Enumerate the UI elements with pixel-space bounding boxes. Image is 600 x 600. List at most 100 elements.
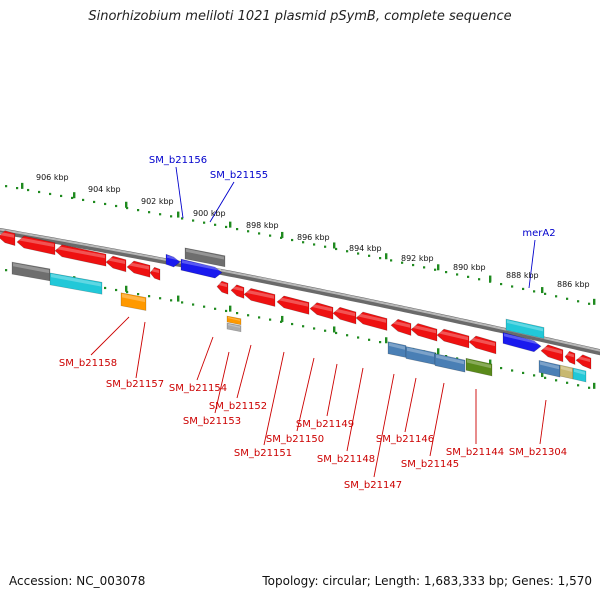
label-sm-b21153: SM_b21153 — [183, 416, 241, 427]
gene-red-shine — [392, 320, 410, 328]
gene-sm-b21157-orange — [120, 292, 147, 311]
gene-steel — [538, 360, 561, 378]
ruler-dot — [335, 247, 338, 251]
leader-sm-b21146 — [404, 377, 417, 433]
label-sm-b21304: SM_b21304 — [509, 447, 567, 458]
summary-text: Topology: circular; Length: 1,683,333 bp… — [262, 574, 592, 588]
gene-red — [126, 260, 151, 278]
ruler-label: 888 kbp — [506, 271, 539, 280]
ruler-dot — [467, 275, 470, 278]
gene-red-shine — [357, 313, 386, 323]
ruler-dot — [16, 186, 19, 190]
gene-sm-b21156-gray-shine — [186, 248, 224, 260]
ruler-dot — [357, 252, 360, 255]
ruler-dot — [214, 307, 217, 310]
gene-mera2-cyan-shine — [507, 320, 543, 332]
gene-red — [276, 295, 310, 315]
leader-sm-b21145 — [429, 382, 445, 457]
gene-cyan-shine — [51, 273, 101, 287]
gene-features — [0, 230, 592, 383]
ruler-label: 904 kbp — [88, 185, 121, 194]
gene-red-shine — [56, 245, 105, 259]
gene-small-blue-shine — [167, 255, 179, 261]
gene-small-gray-shine — [228, 324, 240, 328]
label-sm-b21151: SM_b21151 — [234, 448, 292, 459]
gene-steel-shine — [407, 347, 434, 357]
label-leaders — [90, 166, 547, 478]
ruler-dot — [269, 318, 272, 321]
ruler-dot — [225, 309, 228, 313]
ruler-tick — [541, 371, 544, 378]
ruler-dot — [159, 213, 162, 216]
gene-mera2-cyan — [505, 318, 545, 339]
gene-steel-shine — [436, 354, 464, 365]
ruler-dot — [555, 379, 558, 382]
ruler-dot — [500, 282, 503, 286]
ruler-dot — [49, 192, 52, 196]
ruler-dot — [368, 338, 371, 341]
leader-sm-b21149 — [326, 363, 338, 417]
gene-steel-shine — [540, 361, 559, 370]
label-sm-b21156: SM_b21156 — [149, 155, 207, 166]
ruler-dot — [258, 316, 261, 319]
gene-red — [16, 235, 56, 256]
gene-red — [0, 230, 16, 246]
ruler-dot — [379, 256, 382, 260]
ruler-dot — [170, 299, 173, 302]
ruler-tick — [437, 348, 440, 355]
ruler-tick — [437, 264, 440, 271]
ruler-dot — [71, 196, 74, 200]
ruler-dot — [104, 202, 107, 206]
ruler-tick — [489, 359, 492, 366]
gene-red-shine — [542, 345, 562, 354]
gene-sm-b21157-orange-shine — [122, 293, 145, 303]
ruler-tick — [177, 211, 180, 218]
ruler-dot — [203, 305, 206, 308]
ruler-dot — [104, 286, 107, 290]
label-sm-b21147: SM_b21147 — [344, 480, 402, 491]
gene-red-shine — [438, 330, 468, 341]
ruler-tick — [73, 192, 76, 199]
ruler-dot — [313, 327, 316, 330]
ruler-dot — [38, 190, 41, 194]
label-sm-b21146: SM_b21146 — [376, 434, 434, 445]
ruler-dot — [456, 273, 459, 276]
ruler-dot — [478, 278, 481, 281]
ruler-dot — [401, 261, 404, 264]
gene-olive — [465, 357, 493, 377]
gene-red-shine — [278, 296, 308, 307]
ruler-dot — [126, 206, 129, 210]
ruler-tick — [229, 305, 232, 312]
leader-sm-b21151 — [263, 351, 285, 446]
ruler-dot — [588, 302, 591, 305]
ruler-dot — [269, 234, 272, 237]
label-mera2: merA2 — [522, 228, 555, 239]
gene-red — [540, 344, 564, 363]
ruler-dot — [148, 211, 151, 214]
label-sm-b21149: SM_b21149 — [296, 419, 354, 430]
ruler-dot — [258, 232, 261, 235]
gene-mera2-blue-shine — [504, 333, 540, 345]
leader-sm-b21148 — [346, 367, 364, 452]
ruler-dot — [522, 371, 525, 375]
ruler-dot — [203, 221, 206, 224]
gene-cyan-small-shine — [574, 369, 585, 375]
gene-olive-shine — [467, 359, 491, 369]
gene-steel-shine — [389, 342, 405, 350]
gene-red-shine — [311, 303, 332, 312]
accession-text: Accession: NC_003078 — [9, 574, 146, 588]
gene-red-shine — [412, 324, 436, 334]
ruler-tick — [593, 298, 596, 305]
gene-cyan-small — [572, 367, 587, 383]
ruler-tick — [489, 275, 492, 282]
outer-ruler — [5, 182, 596, 305]
ruler-tick — [333, 326, 336, 333]
ruler-tick — [177, 295, 180, 302]
ruler-dot — [126, 290, 129, 294]
gene-red — [575, 354, 592, 370]
leader-sm-b21158 — [90, 316, 130, 356]
ruler-dot — [225, 225, 228, 229]
leader-sm-b21157 — [135, 321, 146, 379]
leader-sm-b21304 — [539, 399, 547, 445]
ruler-label: 890 kbp — [453, 263, 486, 272]
